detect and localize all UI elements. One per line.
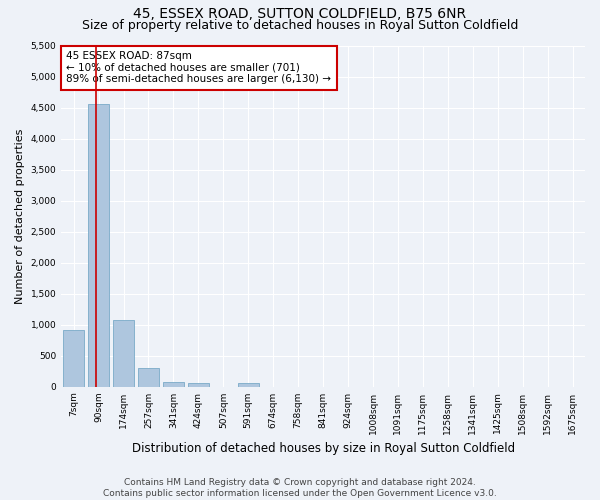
Text: 45, ESSEX ROAD, SUTTON COLDFIELD, B75 6NR: 45, ESSEX ROAD, SUTTON COLDFIELD, B75 6N… — [133, 8, 467, 22]
X-axis label: Distribution of detached houses by size in Royal Sutton Coldfield: Distribution of detached houses by size … — [131, 442, 515, 455]
Bar — [238, 382, 259, 386]
Bar — [188, 383, 209, 386]
Bar — [138, 368, 159, 386]
Text: 45 ESSEX ROAD: 87sqm
← 10% of detached houses are smaller (701)
89% of semi-deta: 45 ESSEX ROAD: 87sqm ← 10% of detached h… — [67, 51, 331, 84]
Bar — [63, 330, 84, 386]
Y-axis label: Number of detached properties: Number of detached properties — [15, 128, 25, 304]
Bar — [88, 104, 109, 387]
Text: Contains HM Land Registry data © Crown copyright and database right 2024.
Contai: Contains HM Land Registry data © Crown c… — [103, 478, 497, 498]
Text: Size of property relative to detached houses in Royal Sutton Coldfield: Size of property relative to detached ho… — [82, 18, 518, 32]
Bar — [163, 382, 184, 386]
Bar — [113, 320, 134, 386]
